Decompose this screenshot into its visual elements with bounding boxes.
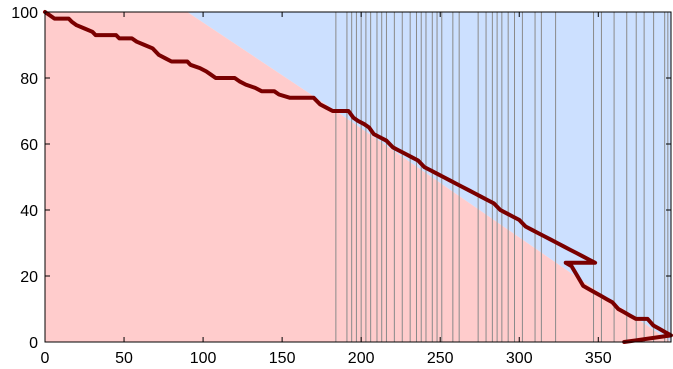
- y-tick-label: 80: [20, 71, 38, 88]
- vertical-lines: [335, 12, 669, 342]
- x-tick-label: 50: [115, 350, 133, 367]
- x-tick-label: 200: [348, 350, 375, 367]
- series-path: [43, 10, 673, 344]
- x-axis: 0 50 100 150 200 250 300 350: [41, 12, 612, 367]
- background-regions: [45, 12, 671, 342]
- x-tick-label: 300: [506, 350, 533, 367]
- x-tick-label: 100: [190, 350, 217, 367]
- x-tick-label: 0: [41, 350, 50, 367]
- y-tick-label: 60: [20, 137, 38, 154]
- series-line: [43, 10, 673, 344]
- y-tick-label: 40: [20, 203, 38, 220]
- x-tick-label: 150: [269, 350, 296, 367]
- y-tick-label: 100: [11, 5, 38, 22]
- plot-frame: [44, 11, 672, 343]
- x-tick-label: 350: [585, 350, 612, 367]
- y-axis: 0 20 40 60 80 100: [11, 5, 671, 352]
- y-tick-label: 0: [29, 335, 38, 352]
- x-tick-label: 250: [427, 350, 454, 367]
- y-tick-label: 20: [20, 269, 38, 286]
